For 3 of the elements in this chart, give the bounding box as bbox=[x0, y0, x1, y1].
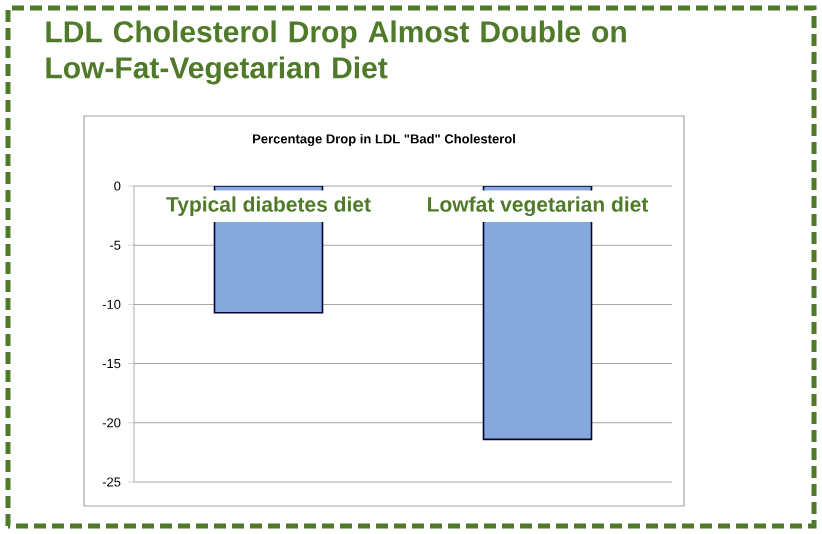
x-tick-label: Lowfat vegetarian diet bbox=[428, 196, 649, 217]
chart-title: LDL Cholesterol Drop Almost Double on Low-Fat-Vegetarian Diet bbox=[46, 20, 626, 85]
x-tick-label: Typical diabetes diet bbox=[166, 196, 371, 216]
